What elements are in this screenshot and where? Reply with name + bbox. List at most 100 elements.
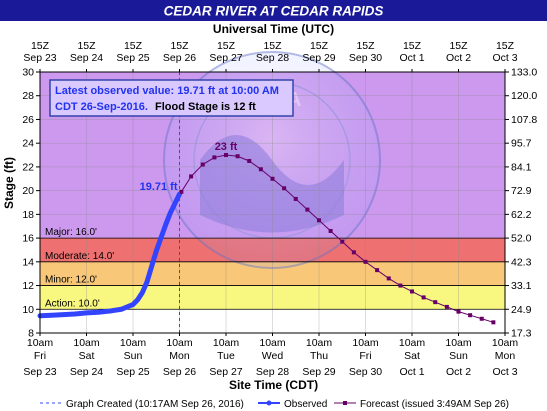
bottom-tick-day: Tue <box>217 350 235 362</box>
bottom-tick-day: Thu <box>310 350 328 362</box>
info-line-2: CDT 26-Sep-2016. Flood Stage is 12 ft <box>55 101 256 113</box>
top-tick-date: Sep 25 <box>116 52 149 64</box>
forecast-point <box>386 276 391 281</box>
moderate-band-label: Moderate: 14.0' <box>45 251 114 262</box>
right-tick-label: 84.1 <box>511 161 532 173</box>
forecast-point <box>317 218 321 223</box>
forecast-point <box>179 189 184 194</box>
bottom-tick-time: 10am <box>306 337 333 349</box>
top-tick-time: 15Z <box>170 40 189 52</box>
right-tick-label: 133.0 <box>511 67 537 79</box>
bottom-tick-day: Sun <box>124 350 143 362</box>
bottom-tick-time: 10am <box>213 337 240 349</box>
right-tick-label: 33.1 <box>511 280 532 292</box>
major-band-label: Major: 16.0' <box>45 227 97 238</box>
title-bar <box>0 0 547 21</box>
bottom-tick-time: 10am <box>399 337 426 349</box>
top-axis-title: Universal Time (UTC) <box>213 22 334 36</box>
top-tick-date: Sep 30 <box>349 52 382 64</box>
top-tick-date: Sep 24 <box>70 52 103 64</box>
forecast-point <box>456 309 461 314</box>
forecast-point <box>351 250 356 255</box>
top-tick-time: 15Z <box>263 40 282 52</box>
bottom-tick-time: 10am <box>492 337 519 349</box>
y-tick-label: 10 <box>22 304 34 316</box>
forecast-point <box>224 153 228 158</box>
top-tick-date: Sep 27 <box>209 52 242 64</box>
forecast-point <box>200 162 205 167</box>
forecast-point <box>258 167 263 172</box>
forecast-series-line <box>180 154 494 323</box>
right-tick-label: 120.0 <box>511 90 537 102</box>
top-tick-time: 15Z <box>77 40 96 52</box>
bottom-tick-date: Sep 25 <box>116 366 149 378</box>
right-tick-label: 17.3 <box>511 328 532 340</box>
top-tick-date: Oct 3 <box>492 52 517 64</box>
bottom-tick-time: 10am <box>259 337 286 349</box>
y-tick-label: 14 <box>22 256 34 268</box>
right-tick-label: 52.0 <box>511 233 532 245</box>
top-tick-date: Oct 1 <box>399 52 424 64</box>
bottom-tick-date: Oct 3 <box>492 366 517 378</box>
right-tick-label: 107.8 <box>511 114 537 126</box>
bottom-tick-day: Sun <box>449 350 468 362</box>
bottom-tick-day: Sat <box>79 350 95 362</box>
info-date: CDT 26-Sep-2016. <box>55 101 148 113</box>
bottom-tick-date: Sep 29 <box>302 366 335 378</box>
legend-observed: Observed <box>284 399 327 410</box>
top-tick-date: Sep 23 <box>23 52 56 64</box>
bottom-tick-time: 10am <box>27 337 54 349</box>
y-tick-label: 8 <box>28 328 34 340</box>
top-tick-time: 15Z <box>31 40 50 52</box>
bottom-tick-date: Sep 27 <box>209 366 242 378</box>
forecast-point <box>305 207 310 212</box>
top-tick-date: Sep 29 <box>302 52 335 64</box>
chart-title: CEDAR RIVER AT CEDAR RAPIDS <box>164 4 384 19</box>
bottom-tick-time: 10am <box>120 337 147 349</box>
bottom-tick-time: 10am <box>73 337 100 349</box>
forecast-point <box>491 320 496 325</box>
top-tick-time: 15Z <box>217 40 236 52</box>
y-tick-label: 16 <box>22 233 34 245</box>
bottom-tick-date: Sep 28 <box>256 366 289 378</box>
forecast-point <box>444 304 449 309</box>
y-tick-label: 24 <box>22 138 34 150</box>
x-axis-title: Site Time (CDT) <box>229 378 318 392</box>
right-tick-label: 72.9 <box>511 185 532 197</box>
forecast-point <box>282 186 287 191</box>
bottom-tick-day: Fri <box>359 350 371 362</box>
forecast-point <box>421 295 426 300</box>
y-axis-title: Stage (ft) <box>2 157 16 209</box>
top-tick-time: 15Z <box>124 40 143 52</box>
top-tick-time: 15Z <box>403 40 422 52</box>
forecast-point <box>410 289 414 294</box>
top-tick-date: Sep 26 <box>163 52 196 64</box>
top-tick-time: 15Z <box>310 40 329 52</box>
top-tick-time: 15Z <box>496 40 515 52</box>
right-tick-label: 95.7 <box>511 138 532 150</box>
bottom-tick-date: Sep 23 <box>23 366 56 378</box>
bottom-tick-day: Wed <box>262 350 284 362</box>
bottom-tick-time: 10am <box>445 337 472 349</box>
bottom-tick-day: Fri <box>34 350 46 362</box>
y-tick-label: 18 <box>22 209 34 221</box>
bottom-tick-day: Sat <box>404 350 420 362</box>
forecast-point <box>270 176 275 181</box>
top-tick-date: Sep 28 <box>256 52 289 64</box>
forecast-point <box>328 228 333 233</box>
bottom-tick-date: Sep 24 <box>70 366 103 378</box>
y-tick-label: 12 <box>22 280 34 292</box>
forecast-point <box>375 268 380 273</box>
forecast-point <box>479 316 484 321</box>
right-tick-label: 42.3 <box>511 256 532 268</box>
bottom-tick-date: Sep 26 <box>163 366 196 378</box>
y-tick-label: 28 <box>22 90 34 102</box>
top-tick-date: Oct 2 <box>446 52 471 64</box>
y-tick-label: 22 <box>22 161 34 173</box>
right-tick-label: 62.2 <box>511 209 532 221</box>
forecast-point <box>189 174 194 179</box>
forecast-point <box>340 239 345 244</box>
y-tick-label: 26 <box>22 114 34 126</box>
forecast-point <box>235 154 240 159</box>
